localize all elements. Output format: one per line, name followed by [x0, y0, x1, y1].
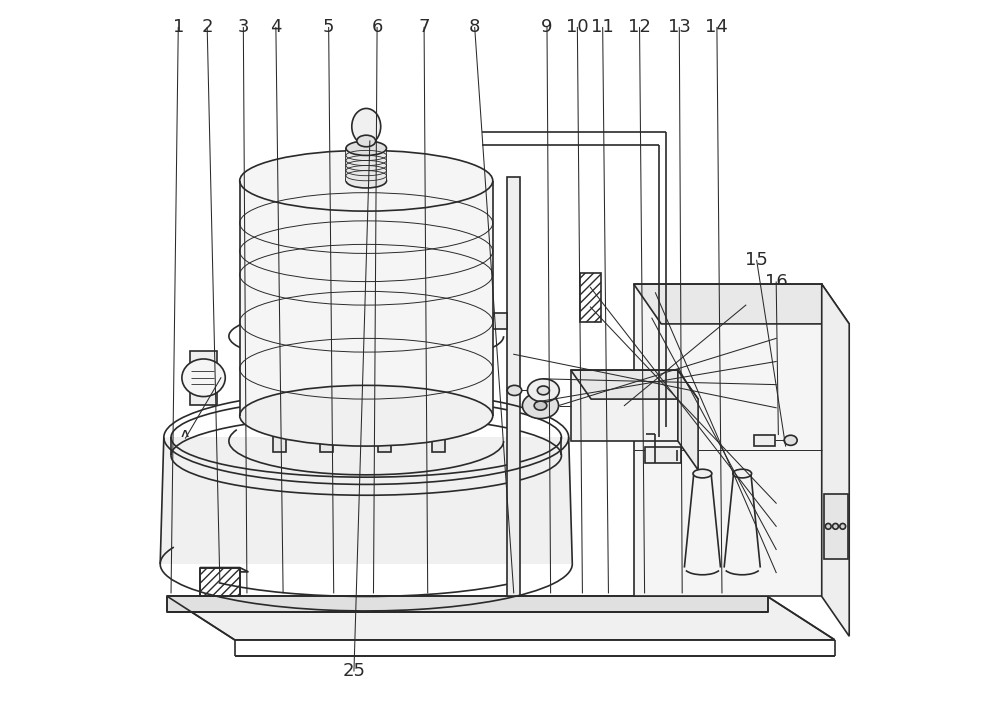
Text: 17: 17: [734, 296, 757, 314]
Polygon shape: [345, 365, 388, 430]
Bar: [507, 177, 520, 596]
Text: 16: 16: [765, 273, 788, 291]
Ellipse shape: [346, 174, 386, 188]
Text: 12: 12: [628, 19, 651, 36]
Polygon shape: [571, 370, 678, 441]
Ellipse shape: [346, 141, 386, 155]
Text: 19: 19: [765, 353, 788, 370]
Polygon shape: [200, 568, 240, 596]
Text: 3: 3: [238, 19, 249, 36]
Text: 6: 6: [371, 19, 383, 36]
Polygon shape: [634, 284, 849, 324]
Ellipse shape: [182, 359, 225, 396]
Text: 22: 22: [765, 518, 788, 535]
Text: 15: 15: [745, 252, 768, 269]
Ellipse shape: [251, 362, 482, 405]
Text: 25: 25: [342, 662, 365, 680]
Bar: [754, 435, 775, 446]
Ellipse shape: [840, 523, 846, 529]
Text: 1: 1: [173, 19, 184, 36]
Ellipse shape: [345, 356, 388, 374]
Text: 21: 21: [765, 399, 788, 416]
Ellipse shape: [352, 108, 381, 145]
Ellipse shape: [240, 385, 493, 446]
Polygon shape: [171, 437, 561, 455]
Polygon shape: [240, 181, 493, 416]
Ellipse shape: [507, 385, 522, 395]
Polygon shape: [160, 437, 572, 564]
Bar: [190, 351, 217, 405]
Text: 10: 10: [566, 19, 589, 36]
Bar: [273, 372, 286, 452]
Polygon shape: [200, 568, 248, 572]
Ellipse shape: [240, 150, 493, 211]
Polygon shape: [824, 494, 848, 559]
Ellipse shape: [345, 422, 388, 439]
Ellipse shape: [693, 469, 712, 478]
Bar: [320, 372, 333, 452]
Bar: [645, 447, 681, 463]
Text: 9: 9: [541, 19, 553, 36]
Ellipse shape: [522, 393, 559, 419]
Polygon shape: [167, 596, 835, 640]
Text: 36: 36: [765, 495, 788, 512]
Polygon shape: [346, 148, 386, 181]
Ellipse shape: [833, 523, 838, 529]
Text: 20: 20: [765, 376, 788, 393]
Text: A: A: [179, 429, 192, 447]
Text: 11: 11: [591, 19, 614, 36]
Polygon shape: [167, 596, 768, 612]
Ellipse shape: [357, 135, 376, 147]
Ellipse shape: [534, 401, 547, 410]
Text: 18: 18: [765, 330, 788, 347]
Text: 8: 8: [469, 19, 480, 36]
Text: 13: 13: [668, 19, 691, 36]
Ellipse shape: [733, 469, 752, 478]
Bar: [493, 313, 507, 329]
Bar: [432, 372, 445, 452]
Polygon shape: [571, 370, 698, 399]
Polygon shape: [171, 455, 561, 557]
Ellipse shape: [527, 379, 559, 402]
Ellipse shape: [825, 523, 831, 529]
Polygon shape: [822, 284, 849, 636]
Polygon shape: [678, 370, 698, 470]
Text: 5: 5: [323, 19, 334, 36]
Text: 23: 23: [765, 541, 788, 558]
Bar: [378, 372, 391, 452]
Ellipse shape: [784, 435, 797, 445]
Text: 24: 24: [765, 564, 788, 581]
Polygon shape: [634, 284, 822, 596]
Text: 2: 2: [201, 19, 213, 36]
Text: 4: 4: [270, 19, 282, 36]
Bar: [580, 273, 601, 322]
Ellipse shape: [537, 386, 549, 395]
Text: 14: 14: [705, 19, 728, 36]
Text: 7: 7: [418, 19, 430, 36]
